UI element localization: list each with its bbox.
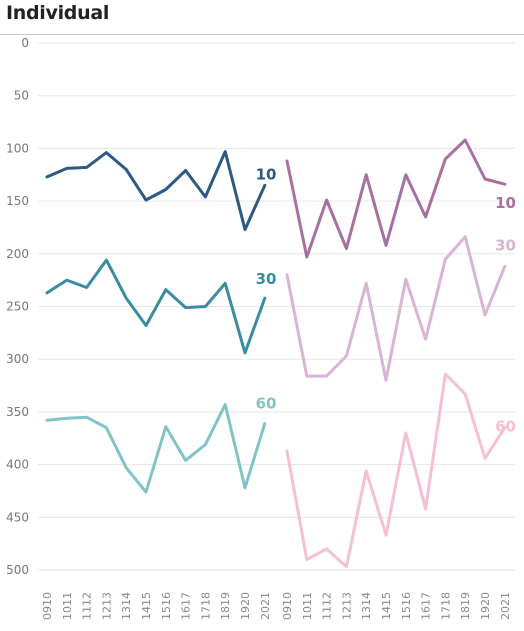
x-tick-label: 1920 <box>239 592 252 620</box>
series-line-right-10 <box>285 138 507 259</box>
x-tick-label: 1314 <box>120 592 133 620</box>
series-end-label: 30 <box>256 270 277 288</box>
series-end-label: 30 <box>495 236 516 254</box>
series-line-right-30 <box>285 235 507 382</box>
x-tick-label: 1617 <box>180 592 193 620</box>
y-tick-label: 300 <box>6 352 29 366</box>
x-tick-label: 2021 <box>499 592 512 620</box>
series-end-label: 60 <box>256 394 277 412</box>
x-tick-label: 1819 <box>459 592 472 620</box>
chart-title: Individual <box>6 2 110 24</box>
y-tick-label: 350 <box>6 405 29 419</box>
x-tick-label: 1516 <box>160 592 173 620</box>
x-tick-label: 2021 <box>259 592 272 620</box>
x-tick-label: 1213 <box>100 592 113 620</box>
series-end-label: 60 <box>495 418 516 436</box>
x-tick-label: 1415 <box>140 592 153 620</box>
x-tick-label: 1718 <box>199 592 212 620</box>
y-tick-label: 50 <box>14 89 29 103</box>
x-tick-label: 1112 <box>81 592 94 620</box>
series-line-left-60 <box>45 403 267 494</box>
y-tick-label: 200 <box>6 247 29 261</box>
series-layer <box>45 138 507 569</box>
x-tick-label: 1112 <box>321 592 334 620</box>
y-tick-label: 0 <box>21 36 29 50</box>
label-layer: 10 30 60 10 30 60 <box>256 165 516 435</box>
x-tick-label: 1011 <box>61 592 74 620</box>
x-tick-label: 0910 <box>41 592 54 620</box>
x-tick-label: 1920 <box>479 592 492 620</box>
x-tick-label: 1011 <box>301 592 314 620</box>
x-tick-label: 1213 <box>340 592 353 620</box>
axis-layer: 0 50 100 150 200 250 300 350 400 450 500 0910 1011 11… <box>6 36 512 620</box>
series-line-left-10 <box>45 150 267 232</box>
x-tick-label: 1617 <box>420 592 433 620</box>
series-end-label: 10 <box>495 194 516 212</box>
series-end-label: 10 <box>256 165 277 183</box>
y-tick-label: 400 <box>6 458 29 472</box>
x-tick-label: 0910 <box>281 592 294 620</box>
x-tick-label: 1819 <box>219 592 232 620</box>
y-tick-label: 250 <box>6 300 29 314</box>
x-tick-label: 1314 <box>360 592 373 620</box>
x-tick-label: 1415 <box>380 592 393 620</box>
y-tick-label: 100 <box>6 141 29 155</box>
grid-layer <box>0 34 524 571</box>
series-line-left-30 <box>45 258 267 355</box>
y-tick-label: 150 <box>6 194 29 208</box>
y-tick-label: 450 <box>6 510 29 524</box>
y-tick-label: 500 <box>6 563 29 577</box>
series-line-right-60 <box>285 372 507 569</box>
x-tick-label: 1516 <box>400 592 413 620</box>
x-tick-label: 1718 <box>439 592 452 620</box>
